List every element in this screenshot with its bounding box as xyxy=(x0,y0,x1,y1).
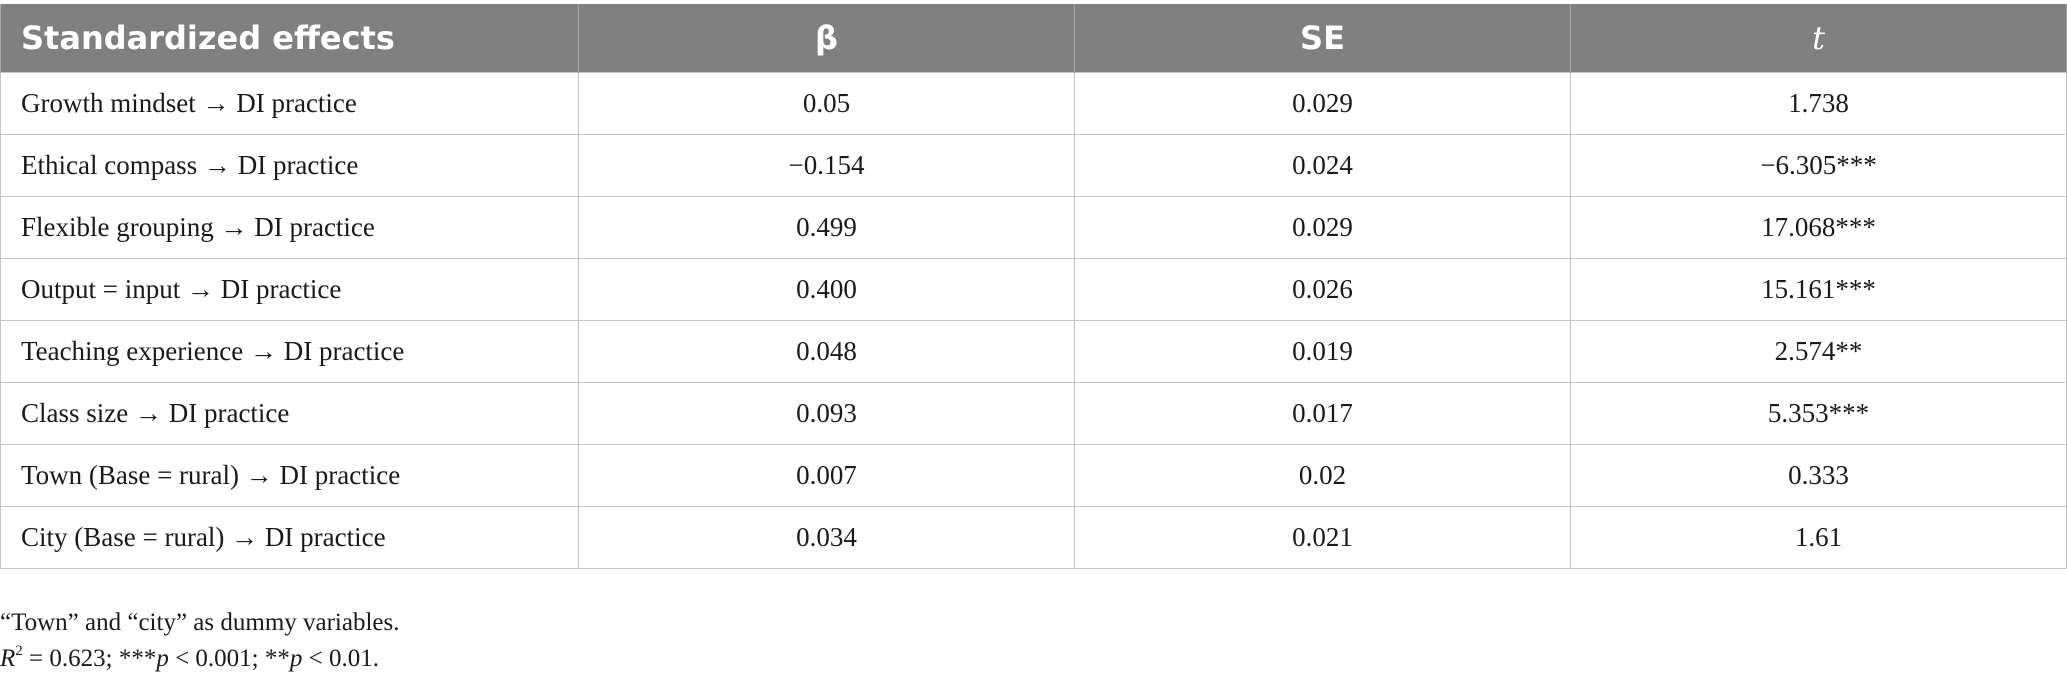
table-row: Teaching experience → DI practice 0.048 … xyxy=(0,320,2067,383)
cell-t: 1.61 xyxy=(1570,506,2067,569)
table-row: Output = input → DI practice 0.400 0.026… xyxy=(0,258,2067,321)
table-row: Town (Base = rural) → DI practice 0.007 … xyxy=(0,444,2067,507)
cell-beta: −0.154 xyxy=(578,134,1075,197)
table-row: Growth mindset → DI practice 0.05 0.029 … xyxy=(0,72,2067,135)
cell-se: 0.029 xyxy=(1074,72,1571,135)
note-significance: R2 = 0.623; ***p < 0.001; **p < 0.01. xyxy=(0,641,400,677)
cell-se: 0.029 xyxy=(1074,196,1571,259)
cell-beta: 0.400 xyxy=(578,258,1075,321)
row-label: Teaching experience → DI practice xyxy=(0,320,579,383)
row-label: City (Base = rural) → DI practice xyxy=(0,506,579,569)
p-threshold-1: < 0.001; ** xyxy=(168,645,290,672)
cell-t: 1.738 xyxy=(1570,72,2067,135)
p-threshold-2: < 0.01. xyxy=(302,645,379,672)
cell-beta: 0.05 xyxy=(578,72,1075,135)
row-label: Flexible grouping → DI practice xyxy=(0,196,579,259)
header-t: t xyxy=(1570,4,2067,73)
cell-beta: 0.093 xyxy=(578,382,1075,445)
row-label: Output = input → DI practice xyxy=(0,258,579,321)
row-label: Ethical compass → DI practice xyxy=(0,134,579,197)
header-se: SE xyxy=(1074,4,1571,73)
header-beta: β xyxy=(578,4,1075,73)
cell-beta: 0.034 xyxy=(578,506,1075,569)
row-label: Town (Base = rural) → DI practice xyxy=(0,444,579,507)
r-squared-value: = 0.623; *** xyxy=(22,645,157,672)
row-label: Class size → DI practice xyxy=(0,382,579,445)
r-squared-superscript: 2 xyxy=(15,643,23,659)
cell-se: 0.021 xyxy=(1074,506,1571,569)
table-row: Ethical compass → DI practice −0.154 0.0… xyxy=(0,134,2067,197)
cell-t: 17.068*** xyxy=(1570,196,2067,259)
cell-se: 0.019 xyxy=(1074,320,1571,383)
cell-se: 0.02 xyxy=(1074,444,1571,507)
table-notes: “Town” and “city” as dummy variables. R2… xyxy=(0,605,400,677)
cell-t: 5.353*** xyxy=(1570,382,2067,445)
cell-beta: 0.048 xyxy=(578,320,1075,383)
p-symbol-2: p xyxy=(289,645,303,672)
note-dummy-variables: “Town” and “city” as dummy variables. xyxy=(0,609,400,636)
cell-se: 0.024 xyxy=(1074,134,1571,197)
results-table: Standardized effects β SE t Growth minds… xyxy=(0,4,2067,569)
header-standardized-effects: Standardized effects xyxy=(0,4,579,73)
table-row: City (Base = rural) → DI practice 0.034 … xyxy=(0,506,2067,569)
p-symbol-1: p xyxy=(156,645,169,672)
r-squared-symbol: R xyxy=(0,645,16,672)
cell-t: −6.305*** xyxy=(1570,134,2067,197)
cell-t: 15.161*** xyxy=(1570,258,2067,321)
cell-se: 0.026 xyxy=(1074,258,1571,321)
cell-beta: 0.007 xyxy=(578,444,1075,507)
results-table-container: Standardized effects β SE t Growth minds… xyxy=(0,4,2067,569)
cell-se: 0.017 xyxy=(1074,382,1571,445)
row-label: Growth mindset → DI practice xyxy=(0,72,579,135)
table-row: Flexible grouping → DI practice 0.499 0.… xyxy=(0,196,2067,259)
table-header-row: Standardized effects β SE t xyxy=(0,4,2067,73)
cell-beta: 0.499 xyxy=(578,196,1075,259)
table-row: Class size → DI practice 0.093 0.017 5.3… xyxy=(0,382,2067,445)
cell-t: 2.574** xyxy=(1570,320,2067,383)
cell-t: 0.333 xyxy=(1570,444,2067,507)
